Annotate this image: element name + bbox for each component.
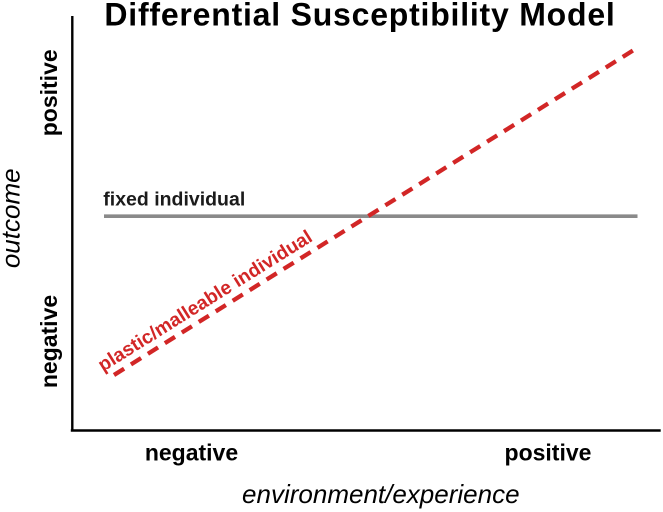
svg-text:positive: positive xyxy=(36,49,62,136)
svg-text:fixed individual: fixed individual xyxy=(103,189,245,211)
svg-text:negative: negative xyxy=(145,439,238,465)
svg-text:environment/experience: environment/experience xyxy=(242,479,520,509)
svg-text:positive: positive xyxy=(505,439,592,465)
svg-text:outcome: outcome xyxy=(0,168,26,268)
svg-text:Differential Susceptibility Mo: Differential Susceptibility Model xyxy=(104,0,615,32)
svg-text:negative: negative xyxy=(36,295,62,388)
